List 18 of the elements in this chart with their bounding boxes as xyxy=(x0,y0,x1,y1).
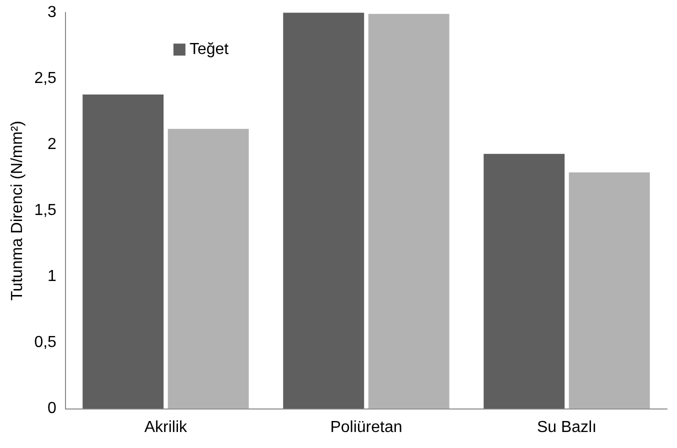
y-tick-label: 1 xyxy=(48,268,57,286)
y-axis-title: Tutunma Direnci (N/mm²) xyxy=(9,120,26,301)
bar xyxy=(484,154,565,409)
y-tick-label: 2 xyxy=(48,136,57,154)
legend-label: Teğet xyxy=(189,41,230,58)
x-tick-label: Su Bazlı xyxy=(536,418,597,436)
x-tick-label: Poliüretan xyxy=(330,418,402,436)
bar xyxy=(368,14,450,409)
y-tick-label: 3 xyxy=(48,4,57,22)
bar xyxy=(168,128,249,409)
y-tick-label: 0,5 xyxy=(34,334,57,352)
x-tick-label: Akrilik xyxy=(144,418,188,436)
bar xyxy=(283,12,364,409)
y-tick-label: 1,5 xyxy=(34,202,57,220)
y-tick-label: 2,5 xyxy=(34,70,57,88)
bar xyxy=(568,172,650,409)
y-tick-label: 0 xyxy=(48,400,57,418)
bar xyxy=(82,94,164,409)
